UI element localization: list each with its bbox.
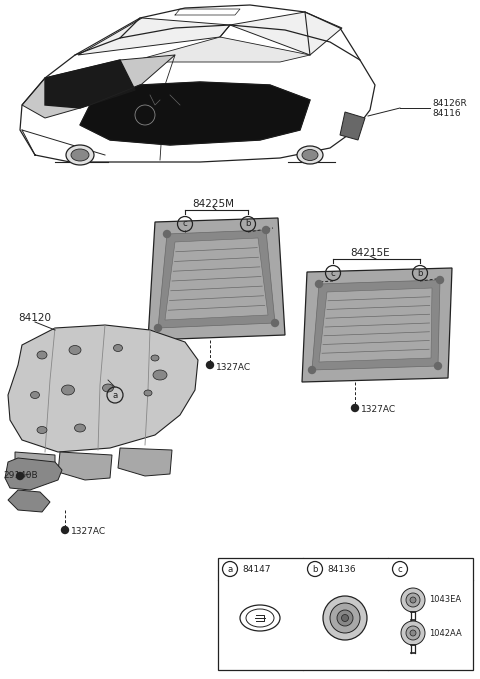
Text: 84126R: 84126R [432, 100, 467, 109]
Polygon shape [45, 60, 135, 108]
Ellipse shape [113, 344, 122, 352]
Polygon shape [230, 12, 342, 55]
Text: 1327AC: 1327AC [216, 363, 251, 371]
Polygon shape [130, 37, 310, 62]
Polygon shape [319, 288, 432, 362]
Circle shape [410, 597, 416, 603]
Circle shape [16, 473, 24, 479]
Circle shape [272, 320, 278, 327]
Circle shape [155, 325, 161, 331]
Polygon shape [148, 218, 285, 340]
Polygon shape [78, 18, 230, 55]
Ellipse shape [302, 149, 318, 160]
Polygon shape [312, 280, 440, 370]
Circle shape [401, 588, 425, 612]
Ellipse shape [240, 605, 280, 631]
Text: 29140B: 29140B [3, 471, 37, 481]
Text: 1327AC: 1327AC [361, 405, 396, 414]
Polygon shape [118, 448, 172, 476]
Text: c: c [397, 564, 402, 574]
Polygon shape [165, 238, 268, 320]
Text: 1042AA: 1042AA [429, 629, 462, 638]
Circle shape [351, 405, 359, 411]
Ellipse shape [246, 609, 274, 627]
Text: 84215E: 84215E [350, 248, 390, 258]
Circle shape [263, 227, 269, 234]
Circle shape [315, 280, 323, 287]
Text: 84116: 84116 [432, 109, 461, 117]
Text: a: a [112, 390, 118, 399]
Polygon shape [8, 325, 198, 452]
Ellipse shape [66, 145, 94, 165]
Circle shape [410, 630, 416, 636]
Ellipse shape [103, 384, 113, 392]
Text: 84225M: 84225M [192, 199, 234, 209]
Circle shape [337, 610, 353, 626]
Text: 1043EA: 1043EA [429, 595, 461, 604]
Polygon shape [340, 112, 365, 140]
Ellipse shape [61, 385, 74, 395]
Text: 84147: 84147 [242, 564, 271, 574]
Ellipse shape [151, 355, 159, 361]
Ellipse shape [37, 351, 47, 359]
Text: b: b [312, 564, 318, 574]
Polygon shape [5, 458, 62, 490]
Circle shape [434, 363, 442, 369]
Circle shape [401, 621, 425, 645]
Circle shape [164, 230, 170, 238]
Circle shape [330, 603, 360, 633]
Ellipse shape [153, 370, 167, 380]
Ellipse shape [297, 146, 323, 164]
Polygon shape [302, 268, 452, 382]
Circle shape [323, 596, 367, 640]
Text: 84136: 84136 [327, 564, 356, 574]
Polygon shape [8, 490, 50, 512]
Text: c: c [331, 268, 336, 278]
Ellipse shape [144, 390, 152, 396]
Circle shape [61, 526, 69, 534]
Ellipse shape [71, 149, 89, 161]
Circle shape [436, 276, 444, 284]
Text: c: c [182, 219, 187, 229]
Ellipse shape [31, 392, 39, 399]
Ellipse shape [69, 346, 81, 354]
Ellipse shape [74, 424, 85, 432]
Bar [218, 558, 473, 670]
Polygon shape [22, 55, 175, 118]
Polygon shape [15, 452, 55, 480]
Text: b: b [417, 268, 423, 278]
Circle shape [309, 367, 315, 373]
Circle shape [341, 614, 348, 621]
Ellipse shape [37, 426, 47, 433]
Circle shape [406, 626, 420, 640]
Text: b: b [245, 219, 251, 229]
Polygon shape [58, 452, 112, 480]
Circle shape [406, 593, 420, 607]
Text: 1327AC: 1327AC [71, 528, 106, 536]
Text: 84120: 84120 [18, 313, 51, 323]
Circle shape [206, 361, 214, 369]
Text: a: a [228, 564, 233, 574]
Polygon shape [80, 82, 310, 145]
Polygon shape [158, 230, 275, 328]
